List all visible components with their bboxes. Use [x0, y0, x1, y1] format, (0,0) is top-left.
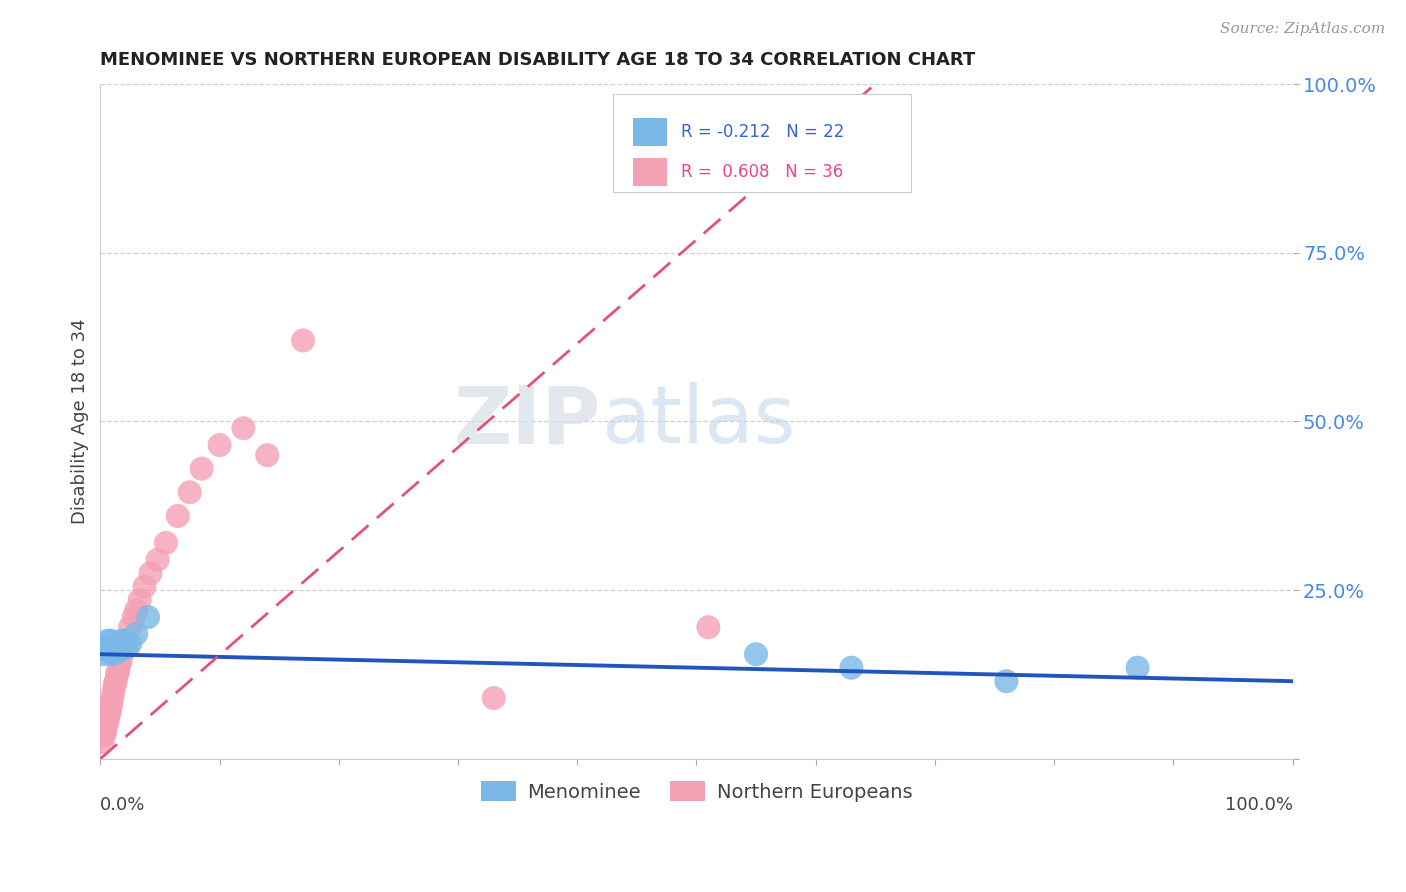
Point	[256, 448, 278, 462]
Point	[125, 627, 148, 641]
Point	[110, 654, 132, 668]
Point	[190, 461, 212, 475]
Point	[112, 640, 135, 655]
Point	[115, 633, 138, 648]
Point	[105, 640, 128, 655]
Point	[103, 647, 125, 661]
Y-axis label: Disability Age 18 to 34: Disability Age 18 to 34	[72, 318, 89, 524]
Point	[155, 536, 177, 550]
Text: MENOMINEE VS NORTHERN EUROPEAN DISABILITY AGE 18 TO 34 CORRELATION CHART: MENOMINEE VS NORTHERN EUROPEAN DISABILIT…	[100, 51, 976, 69]
Point	[98, 640, 121, 655]
Point	[232, 421, 254, 435]
Point	[112, 633, 135, 648]
Point	[98, 705, 121, 719]
Point	[111, 633, 134, 648]
Point	[136, 610, 159, 624]
Point	[122, 610, 145, 624]
Point	[101, 691, 124, 706]
Point	[91, 735, 114, 749]
Point	[120, 620, 142, 634]
Point	[125, 603, 148, 617]
Point	[96, 640, 118, 655]
Point	[146, 553, 169, 567]
FancyBboxPatch shape	[633, 158, 666, 186]
Point	[697, 620, 720, 634]
Point	[100, 633, 122, 648]
Text: Source: ZipAtlas.com: Source: ZipAtlas.com	[1219, 22, 1385, 37]
Point	[115, 640, 138, 655]
Point	[120, 637, 142, 651]
Text: atlas: atlas	[600, 383, 796, 460]
FancyBboxPatch shape	[633, 118, 666, 146]
Point	[104, 677, 127, 691]
Point	[104, 640, 127, 655]
Point	[108, 644, 131, 658]
Point	[104, 674, 127, 689]
Point	[93, 728, 115, 742]
Point	[1126, 661, 1149, 675]
Point	[104, 637, 127, 651]
Point	[96, 718, 118, 732]
Point	[108, 657, 131, 672]
Point	[179, 485, 201, 500]
Point	[995, 674, 1018, 689]
Point	[97, 707, 120, 722]
Text: R = -0.212   N = 22: R = -0.212 N = 22	[681, 123, 845, 141]
Point	[103, 684, 125, 698]
Point	[100, 698, 122, 712]
Point	[166, 508, 188, 523]
Point	[96, 714, 118, 729]
Point	[97, 644, 120, 658]
Point	[93, 647, 115, 661]
Point	[745, 647, 768, 661]
Point	[94, 724, 117, 739]
Point	[208, 438, 231, 452]
Point	[105, 667, 128, 681]
Point	[101, 644, 124, 658]
Point	[841, 661, 863, 675]
Legend: Menominee, Northern Europeans: Menominee, Northern Europeans	[472, 773, 920, 810]
Point	[139, 566, 162, 581]
Text: 0.0%: 0.0%	[100, 796, 146, 814]
Point	[134, 580, 156, 594]
Point	[128, 593, 150, 607]
Point	[96, 633, 118, 648]
Point	[111, 647, 134, 661]
Text: R =  0.608   N = 36: R = 0.608 N = 36	[681, 163, 844, 181]
Point	[292, 334, 315, 348]
Text: ZIP: ZIP	[454, 383, 600, 460]
Point	[482, 691, 505, 706]
Text: 100.0%: 100.0%	[1225, 796, 1292, 814]
FancyBboxPatch shape	[613, 95, 911, 192]
Point	[107, 664, 129, 678]
